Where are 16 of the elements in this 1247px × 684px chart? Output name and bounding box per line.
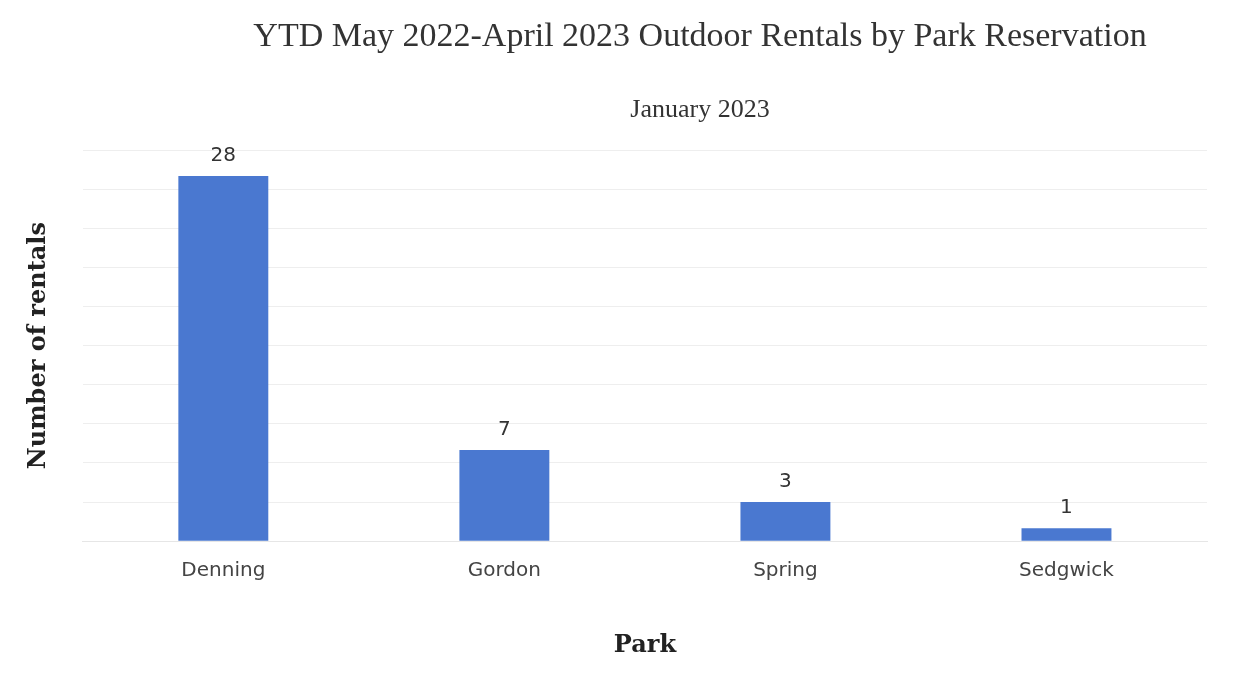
data-label: 1 [1060, 494, 1073, 519]
x-tick-label: Denning [181, 557, 266, 582]
x-tick-label: Gordon [467, 557, 541, 582]
data-label: 7 [498, 416, 511, 441]
chart-subtitle: January 2023 [629, 94, 771, 124]
x-tick-label: Sedgwick [1019, 557, 1115, 582]
bar [178, 176, 269, 541]
chart-title: YTD May 2022-April 2023 Outdoor Rentals by Park Reservation [252, 16, 1148, 54]
x-tick-label: Spring [753, 557, 818, 582]
data-label: 3 [779, 468, 792, 493]
bar [459, 449, 550, 541]
data-label: 28 [210, 142, 237, 167]
x-axis-title: Park [613, 628, 678, 658]
bar [1021, 528, 1112, 541]
y-axis-title: Number of rentals [21, 222, 51, 470]
bar [740, 502, 831, 541]
